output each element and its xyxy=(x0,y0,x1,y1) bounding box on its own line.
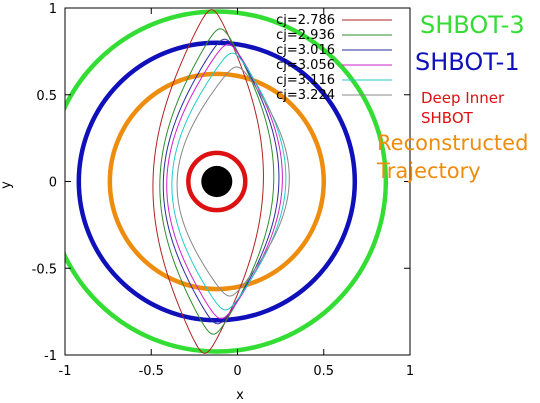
series-layer xyxy=(152,9,290,354)
legend: cj=2.786cj=2.936cj=3.016cj=3.056cj=3.116… xyxy=(276,13,392,103)
circle-shbot-1 xyxy=(76,40,358,323)
y-tick-label: -0.5 xyxy=(32,262,57,277)
ticks-layer: -1 -0.5 0 0.5 1 1 0.5 0 -0.5 -1 xyxy=(32,2,415,379)
y-tick-label: 1 xyxy=(49,2,57,17)
y-tick-label: 0 xyxy=(49,176,57,191)
body-layer xyxy=(201,165,233,198)
annotation-shbot3: SHBOT-3 xyxy=(420,11,525,39)
x-tick-label: -0.5 xyxy=(139,364,164,379)
x-tick-label: 0 xyxy=(233,364,241,379)
annotation-shbot1: SHBOT-1 xyxy=(415,48,520,76)
y-tick-label: 0.5 xyxy=(36,89,57,104)
series-line-5 xyxy=(171,52,287,311)
x-tick-label: 0.5 xyxy=(313,364,334,379)
x-tick-label: -1 xyxy=(59,364,72,379)
central-body xyxy=(201,165,233,198)
legend-label-1: cj=2.786 xyxy=(276,13,335,28)
annotation-deep-inner-line1: Deep Inner xyxy=(421,89,505,107)
annotation-deep-inner-line2: SHBOT xyxy=(421,109,474,127)
series-line-6 xyxy=(176,66,290,297)
series-line-2 xyxy=(159,28,275,335)
circle-shbot-3 xyxy=(65,9,389,354)
annotation-reconstructed-line2: Trajectory xyxy=(376,159,481,183)
legend-label-4: cj=3.056 xyxy=(276,58,335,73)
circle-deep-inner-shbot xyxy=(186,150,248,213)
legend-label-3: cj=3.016 xyxy=(276,43,335,58)
plot-area xyxy=(65,9,389,354)
annotation-reconstructed-line1: Reconstructed xyxy=(377,131,528,155)
series-line-1 xyxy=(152,9,264,354)
y-axis-label: y xyxy=(0,181,14,189)
legend-label-6: cj=3.224 xyxy=(276,88,335,103)
x-tick-label: 1 xyxy=(406,364,414,379)
y-tick-label: -1 xyxy=(44,349,57,364)
plot-frame xyxy=(64,7,411,356)
series-line-4 xyxy=(166,43,283,320)
circles-layer xyxy=(65,9,389,354)
legend-label-2: cj=2.936 xyxy=(276,28,335,43)
x-axis-label: x xyxy=(236,388,244,403)
circle-reconstructed-trajectory xyxy=(107,71,326,292)
legend-label-5: cj=3.116 xyxy=(276,73,335,88)
